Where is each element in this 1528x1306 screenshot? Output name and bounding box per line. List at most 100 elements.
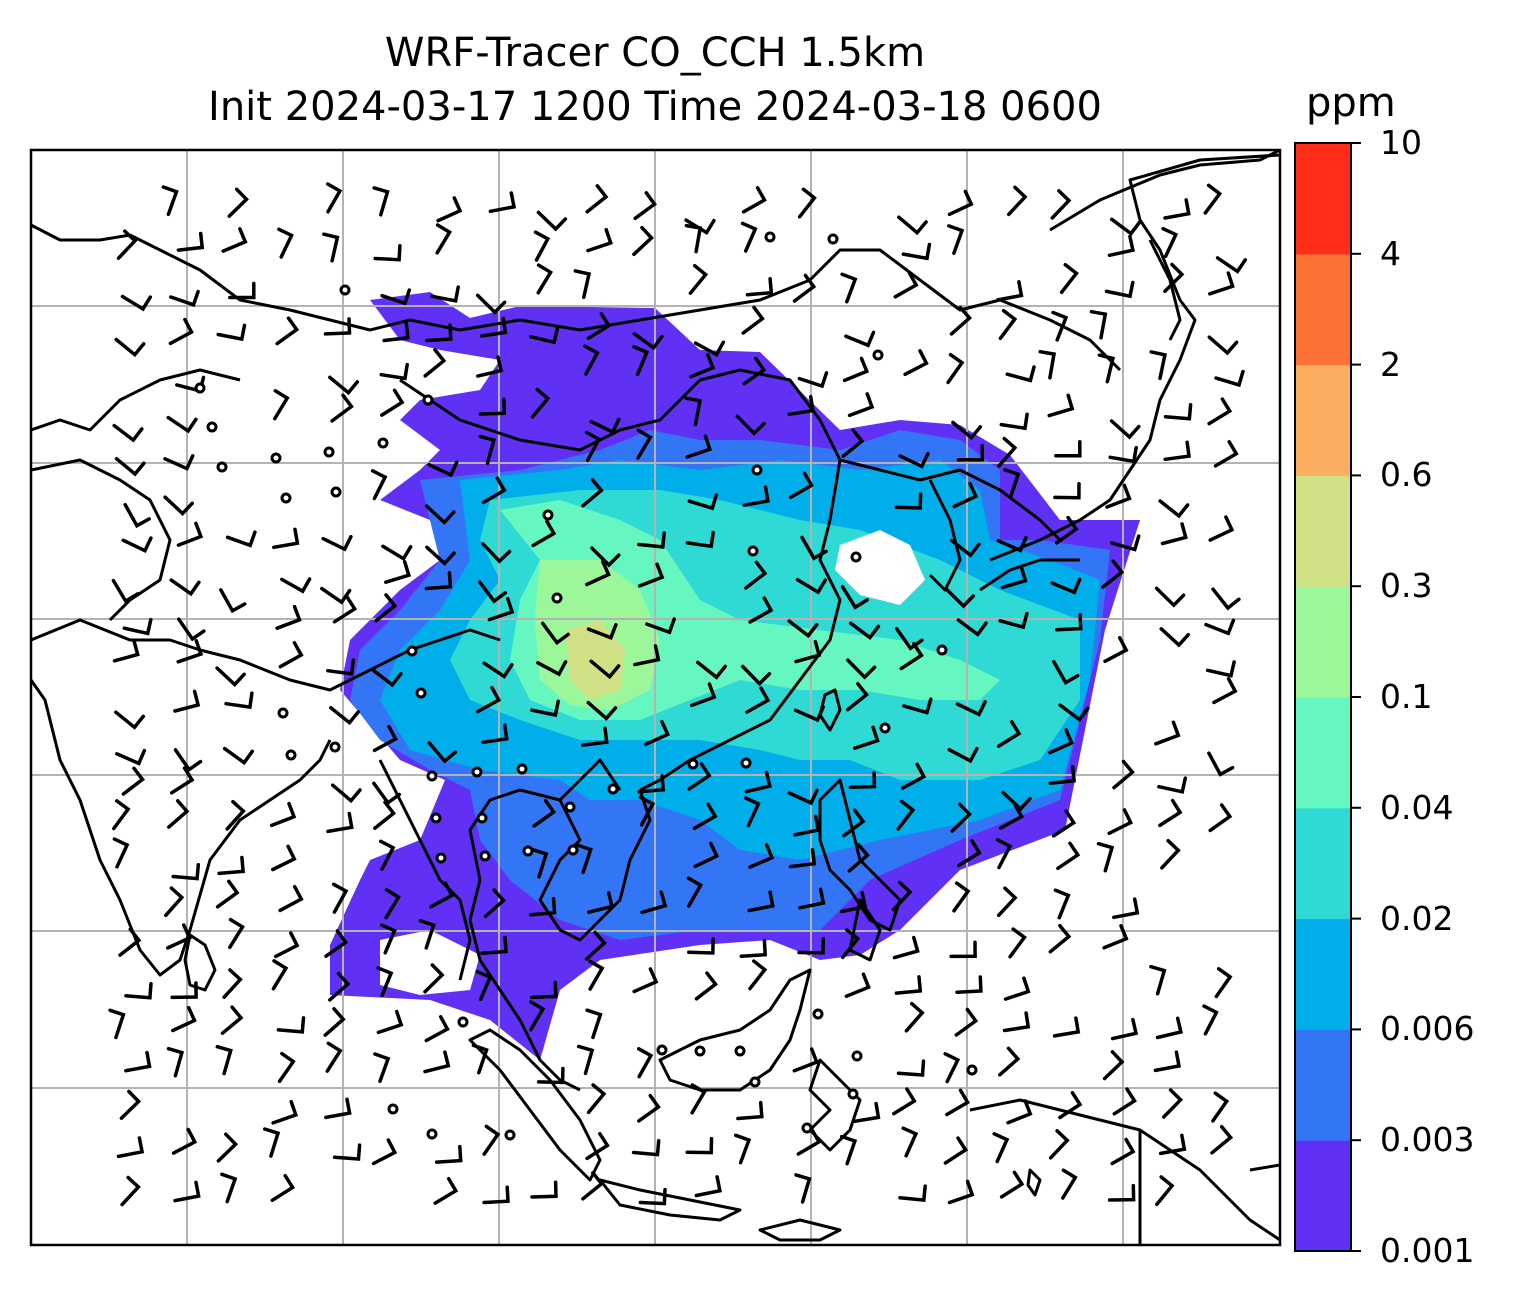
wind-barb xyxy=(693,841,720,869)
wind-barb xyxy=(957,839,982,868)
wind-barb xyxy=(1214,967,1233,999)
india-coast xyxy=(31,679,332,977)
calm-wind-marker xyxy=(694,1045,706,1057)
wind-barb xyxy=(787,394,815,417)
wind-barb xyxy=(631,1138,661,1157)
wind-barb xyxy=(997,436,1018,468)
wind-barb xyxy=(1054,612,1083,632)
wind-barb xyxy=(956,618,988,637)
wind-barb xyxy=(1053,888,1071,920)
wind-barb xyxy=(1163,262,1185,294)
wind-barb xyxy=(1213,439,1239,468)
wind-barb xyxy=(215,879,240,909)
wind-barb xyxy=(381,544,413,562)
wind-barb xyxy=(947,1179,975,1205)
wind-barb xyxy=(797,937,826,955)
wind-barb xyxy=(744,770,772,794)
wind-barb xyxy=(326,658,356,676)
wind-barb xyxy=(161,185,179,217)
wind-barb xyxy=(689,352,716,379)
wind-barb xyxy=(584,430,602,463)
wind-barb xyxy=(1204,618,1236,636)
wind-barb xyxy=(901,1126,919,1158)
wind-barb xyxy=(277,1051,296,1084)
wind-barb xyxy=(894,975,923,995)
wind-barb xyxy=(1102,924,1129,950)
wind-barb xyxy=(740,664,772,687)
wind-barb xyxy=(424,571,453,591)
sakhalin xyxy=(1148,239,1182,341)
wind-barb xyxy=(530,1180,558,1199)
wind-barb xyxy=(1153,1050,1182,1073)
wind-barb xyxy=(1208,515,1235,542)
calm-wind-marker xyxy=(377,437,389,449)
wind-barb xyxy=(688,263,709,295)
wind-barb xyxy=(1149,350,1167,381)
wind-barb xyxy=(121,766,145,796)
wind-barb xyxy=(632,345,650,377)
wind-barb xyxy=(745,686,771,714)
wind-barb xyxy=(326,811,354,834)
wind-barb xyxy=(423,1050,451,1074)
calm-wind-marker xyxy=(422,394,434,406)
wind-barb xyxy=(1160,838,1181,870)
wind-barb xyxy=(166,415,198,434)
wind-barb xyxy=(1159,627,1191,648)
colorbar-swatch xyxy=(1295,143,1351,255)
wind-barb xyxy=(1107,808,1134,836)
wind-barb xyxy=(478,397,507,416)
sulawesi xyxy=(808,1058,862,1152)
wind-barb xyxy=(636,428,653,460)
wind-barb xyxy=(1048,728,1074,755)
calm-wind-marker xyxy=(457,1016,469,1028)
wind-barb xyxy=(581,726,609,747)
wind-barb xyxy=(122,617,153,636)
wind-barb xyxy=(636,1047,654,1079)
wind-barb xyxy=(585,559,611,587)
wind-barb xyxy=(1215,256,1248,274)
wind-barb xyxy=(900,762,927,790)
wind-barb xyxy=(588,959,605,991)
wind-barb xyxy=(330,783,362,804)
wind-barb xyxy=(996,886,1018,918)
colorbar-swatch xyxy=(1295,586,1351,698)
wind-barb xyxy=(1154,720,1181,746)
wind-barb xyxy=(168,317,194,346)
wind-barb xyxy=(1058,703,1090,723)
wind-barb xyxy=(119,1089,142,1120)
wind-barb xyxy=(797,371,829,389)
wind-barb xyxy=(1054,515,1079,545)
wind-barb xyxy=(793,705,825,723)
wind-barb xyxy=(1112,1087,1137,1116)
kamchatka xyxy=(1049,150,1280,232)
wind-barb xyxy=(163,495,194,516)
calm-wind-marker xyxy=(740,757,752,769)
wind-barb xyxy=(742,485,770,507)
wind-barb xyxy=(322,232,340,263)
wind-barb xyxy=(1158,798,1183,828)
wind-barb xyxy=(949,305,972,336)
wind-barb xyxy=(483,888,506,919)
wind-barb xyxy=(1163,440,1191,462)
wind-barb xyxy=(1054,440,1082,458)
wind-barb xyxy=(114,710,146,730)
wind-barb xyxy=(530,699,560,718)
wind-barb xyxy=(323,1007,346,1037)
wind-barb xyxy=(424,1015,450,1043)
wind-barb xyxy=(951,420,983,441)
calm-wind-marker xyxy=(656,1044,668,1056)
wind-barb xyxy=(124,1050,152,1073)
wind-barb xyxy=(901,242,932,261)
wind-barb xyxy=(380,288,412,306)
wind-barb xyxy=(1203,183,1223,215)
wind-barb xyxy=(332,1143,362,1161)
wind-barb xyxy=(1207,751,1235,777)
wind-barb xyxy=(996,535,1028,553)
indochina xyxy=(468,788,652,1092)
colorbar xyxy=(1294,142,1361,1252)
wind-barb xyxy=(687,937,715,955)
wind-barb xyxy=(177,617,206,642)
colorbar-tick-label: 0.02 xyxy=(1380,898,1454,938)
calm-wind-marker xyxy=(764,231,776,243)
wind-barb xyxy=(481,542,512,564)
